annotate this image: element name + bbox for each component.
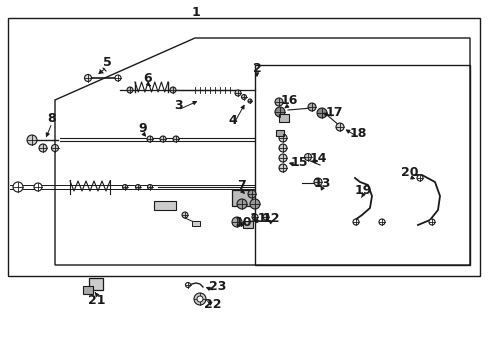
- Circle shape: [429, 219, 435, 225]
- Bar: [279, 114, 289, 122]
- Circle shape: [136, 185, 141, 189]
- Circle shape: [314, 178, 322, 186]
- Text: 4: 4: [229, 113, 237, 126]
- Text: 21: 21: [88, 293, 106, 306]
- Circle shape: [248, 99, 252, 103]
- Circle shape: [279, 154, 287, 162]
- Circle shape: [27, 135, 37, 145]
- Circle shape: [250, 199, 260, 209]
- Bar: [232, 190, 252, 206]
- Text: 9: 9: [139, 122, 147, 135]
- Polygon shape: [55, 38, 470, 265]
- Bar: [192, 220, 200, 225]
- Circle shape: [51, 144, 58, 152]
- Circle shape: [242, 95, 246, 99]
- Text: 12: 12: [262, 212, 280, 225]
- Circle shape: [263, 214, 269, 220]
- Circle shape: [160, 136, 166, 142]
- Text: 3: 3: [173, 99, 182, 112]
- Circle shape: [379, 219, 385, 225]
- Circle shape: [84, 75, 92, 81]
- Bar: [8, 18, 480, 276]
- Circle shape: [13, 182, 23, 192]
- Circle shape: [275, 107, 285, 117]
- Text: 1: 1: [192, 5, 200, 18]
- Circle shape: [308, 103, 316, 111]
- Circle shape: [182, 212, 188, 218]
- Text: 2: 2: [253, 62, 261, 75]
- Circle shape: [170, 87, 176, 93]
- Circle shape: [147, 185, 152, 189]
- Circle shape: [235, 90, 241, 96]
- Text: 17: 17: [325, 105, 343, 118]
- Text: 22: 22: [204, 298, 222, 311]
- Circle shape: [194, 293, 206, 305]
- Circle shape: [115, 75, 121, 81]
- Text: 16: 16: [280, 94, 298, 107]
- Bar: [154, 201, 176, 210]
- Circle shape: [122, 185, 127, 189]
- Circle shape: [353, 219, 359, 225]
- Circle shape: [248, 190, 256, 198]
- Text: 11: 11: [249, 212, 267, 225]
- Text: 5: 5: [102, 55, 111, 68]
- Text: 14: 14: [309, 152, 327, 165]
- Circle shape: [237, 199, 247, 209]
- Text: 23: 23: [209, 280, 227, 293]
- Bar: [83, 286, 93, 294]
- Text: 19: 19: [354, 184, 372, 197]
- Circle shape: [173, 136, 179, 142]
- Circle shape: [232, 217, 242, 227]
- Circle shape: [197, 296, 203, 302]
- Text: 20: 20: [401, 166, 419, 179]
- Circle shape: [127, 87, 133, 93]
- Circle shape: [147, 136, 153, 142]
- Bar: [243, 220, 253, 228]
- Bar: [89, 278, 103, 290]
- Circle shape: [279, 144, 287, 152]
- Text: 7: 7: [237, 179, 245, 192]
- Circle shape: [275, 98, 283, 106]
- Circle shape: [34, 183, 42, 191]
- Circle shape: [317, 108, 327, 118]
- Bar: [276, 130, 284, 136]
- Circle shape: [304, 153, 312, 161]
- Text: 8: 8: [48, 112, 56, 125]
- Circle shape: [336, 123, 344, 131]
- Circle shape: [186, 283, 191, 288]
- Text: 18: 18: [349, 126, 367, 140]
- Circle shape: [279, 164, 287, 172]
- Text: 15: 15: [290, 156, 308, 168]
- Circle shape: [39, 144, 47, 152]
- Circle shape: [417, 175, 423, 181]
- Circle shape: [252, 214, 258, 220]
- Text: 10: 10: [234, 216, 252, 229]
- Text: 6: 6: [144, 72, 152, 85]
- Text: 13: 13: [313, 176, 331, 189]
- Circle shape: [279, 134, 287, 142]
